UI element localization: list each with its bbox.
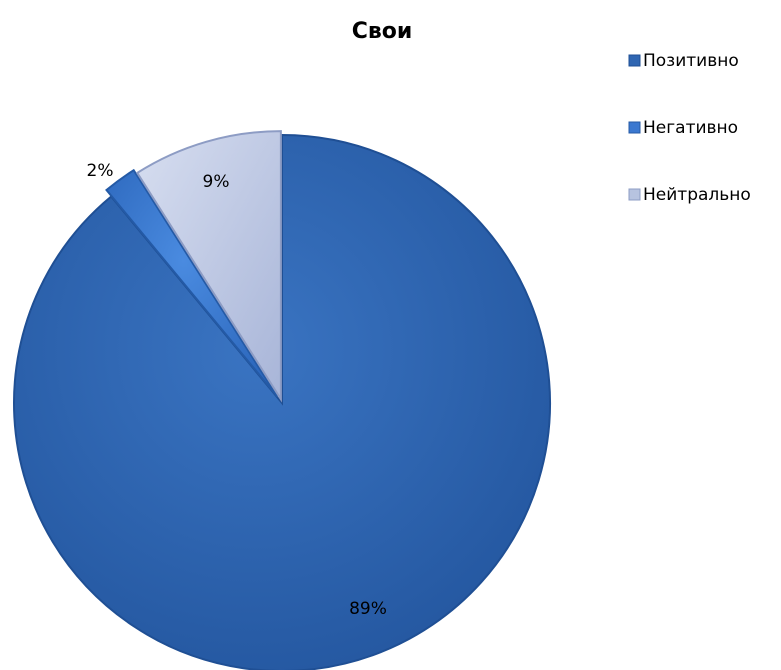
legend-label-2: Негативно xyxy=(643,118,738,138)
pie-data-labels: 89% 2% 9% xyxy=(87,161,387,619)
pie-data-label-1: 89% xyxy=(349,599,387,619)
pie-slice-3 xyxy=(135,130,282,403)
legend-swatch-1 xyxy=(628,54,641,67)
legend-label-1: Позитивно xyxy=(643,51,739,71)
pie-slice-1 xyxy=(13,133,551,670)
legend-label-3: Нейтрально xyxy=(643,185,751,205)
pie-data-label-3: 9% xyxy=(203,172,230,192)
legend-swatch-3 xyxy=(628,188,641,201)
chart-title: Свои xyxy=(352,19,413,44)
pie-data-label-2: 2% xyxy=(87,161,114,181)
pie-slice-2 xyxy=(105,168,279,398)
legend-swatch-2 xyxy=(628,121,641,134)
pie-slices xyxy=(13,130,551,670)
legend: Позитивно Негативно Нейтрально xyxy=(628,51,751,205)
